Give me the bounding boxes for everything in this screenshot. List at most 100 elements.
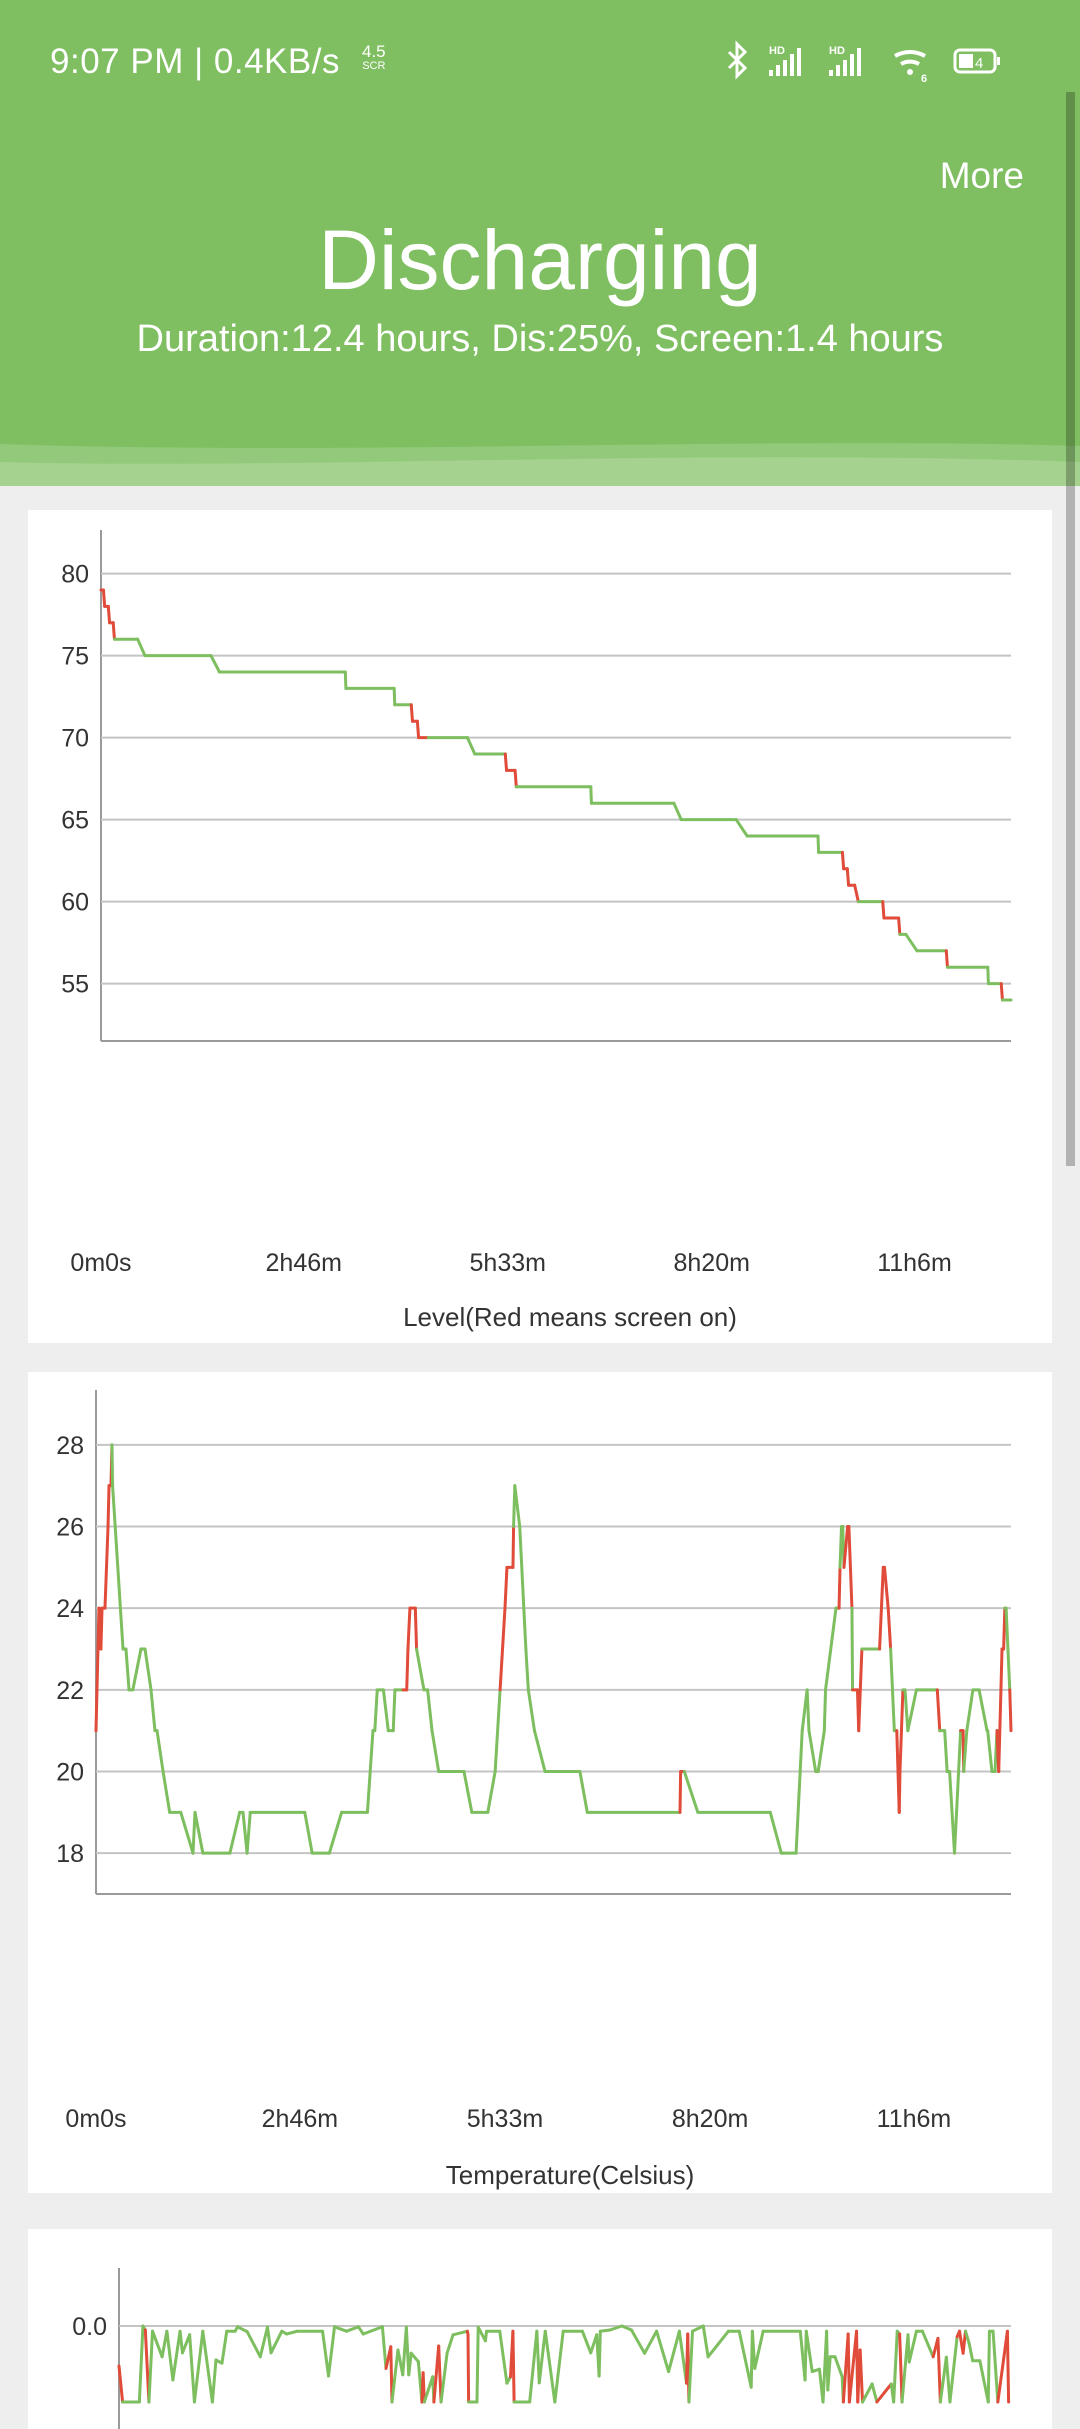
line-segment-screen-off xyxy=(265,2325,273,2355)
x-tick-label: 5h33m xyxy=(470,1249,546,1277)
line-segment-screen-on xyxy=(875,2382,893,2404)
line-segment-screen-off xyxy=(906,1688,918,1733)
line-segment-screen-on xyxy=(103,1525,110,1610)
line-segment-screen-off xyxy=(343,670,348,690)
line-segment-screen-on xyxy=(498,1647,505,1692)
line-segment-screen-off xyxy=(807,1729,818,1773)
line-segment-screen-off xyxy=(598,2328,612,2333)
line-segment-screen-off xyxy=(833,2355,844,2379)
line-segment-screen-off xyxy=(327,1810,344,1855)
line-segment-screen-off xyxy=(131,1647,143,1692)
line-segment-screen-off xyxy=(629,2328,647,2355)
line-segment-screen-off xyxy=(381,1688,390,1733)
line-segment-screen-on xyxy=(501,1606,507,1651)
line-segment-screen-off xyxy=(228,1810,242,1855)
line-segment-screen-on xyxy=(106,604,112,625)
page-title: Discharging xyxy=(318,213,762,307)
line-segment-screen-off xyxy=(161,1770,172,1814)
line-segment-screen-off xyxy=(816,1729,826,1773)
line-segment-screen-on xyxy=(437,2344,443,2404)
line-segment-screen-off xyxy=(426,1688,434,1733)
line-segment-screen-off xyxy=(155,1729,165,1773)
sim2-hd-badge: HD xyxy=(829,45,845,57)
line-segment-screen-on xyxy=(840,850,846,871)
line-segment-screen-off xyxy=(149,1688,157,1733)
line-segment-screen-off xyxy=(892,2329,899,2404)
line-segment-screen-off xyxy=(948,2335,959,2404)
line-segment-screen-off xyxy=(1004,1606,1012,1692)
line-segment-screen-off xyxy=(977,1688,989,1733)
line-segment-screen-on xyxy=(878,1565,885,1651)
line-segment-screen-on xyxy=(897,1770,902,1814)
line-segment-screen-off xyxy=(620,2324,633,2332)
status-time-and-speed: 9:07 PM | 0.4KB/s xyxy=(50,42,340,81)
line-segment-screen-off xyxy=(861,2382,874,2404)
line-segment-screen-off xyxy=(907,2329,918,2364)
line-segment-screen-off xyxy=(964,2329,971,2345)
header-wave-decoration xyxy=(0,443,1080,486)
line-segment-screen-on xyxy=(996,2329,1009,2404)
line-segment-screen-off xyxy=(532,1729,547,1773)
network-speed-value: 4.5 xyxy=(362,42,386,61)
line-segment-screen-off xyxy=(210,2358,218,2404)
line-segment-screen-off xyxy=(245,1810,252,1855)
line-segment-screen-off xyxy=(124,1647,131,1692)
line-segment-screen-off xyxy=(191,1810,197,1855)
x-tick-label: 8h20m xyxy=(674,1249,750,1277)
status-icons: HD HD 6 4 xyxy=(727,40,1000,85)
line-segment-screen-off xyxy=(407,2351,413,2377)
line-segment-screen-off xyxy=(701,2324,710,2359)
y-tick-label: 24 xyxy=(56,1595,84,1623)
line-segment-screen-on xyxy=(413,1606,419,1651)
line-segment-screen-off xyxy=(513,1484,522,1528)
battery-icon: 4 xyxy=(953,48,1000,74)
line-segment-screen-off xyxy=(285,2329,299,2336)
line-segment-screen-off xyxy=(824,1606,838,1692)
network-speed-unit: SCR xyxy=(362,60,386,72)
line-segment-screen-off xyxy=(750,2329,757,2370)
line-segment-screen-off xyxy=(178,2329,184,2355)
line-segment-screen-off xyxy=(655,2329,671,2374)
line-segment-screen-on xyxy=(886,1606,893,1651)
line-segment-screen-off xyxy=(850,1606,855,1692)
line-segment-screen-on xyxy=(678,1770,683,1814)
line-segment-screen-off xyxy=(889,1647,896,1733)
more-button[interactable]: More xyxy=(939,155,1024,196)
y-tick-label: 18 xyxy=(56,1840,84,1868)
line-segment-screen-off xyxy=(209,654,221,674)
signal-icon-sim2: HD xyxy=(829,45,861,76)
scrollbar[interactable] xyxy=(1066,92,1075,1166)
x-tick-label: 11h6m xyxy=(877,1249,952,1277)
line-segment-screen-off xyxy=(687,2329,695,2404)
temperature-chart: 18 20 22 24 26 28 0m0s 2h46m 5h33m 8h20m 11h6m Temp… xyxy=(56,1390,1013,2190)
line-segment-screen-off xyxy=(838,1525,844,1569)
signal-icon-sim1: HD xyxy=(769,45,801,76)
line-segment-screen-on xyxy=(842,1525,850,1569)
line-segment-screen-off xyxy=(967,2341,975,2363)
line-segment-screen-on xyxy=(837,1565,842,1610)
line-segment-screen-off xyxy=(816,834,821,854)
line-segment-screen-off xyxy=(734,818,749,838)
line-segment-screen-off xyxy=(422,2375,435,2404)
line-segment-screen-off xyxy=(518,1525,528,1651)
line-segment-screen-off xyxy=(165,2329,175,2382)
line-segment-screen-on xyxy=(415,719,421,740)
line-segment-screen-on xyxy=(513,768,518,789)
line-segment-screen-off xyxy=(333,2325,348,2333)
line-segment-screen-off xyxy=(147,2329,155,2404)
line-segment-screen-off xyxy=(303,1810,314,1855)
sim1-hd-badge: HD xyxy=(769,45,785,57)
line-segment-screen-off xyxy=(321,2329,331,2378)
line-segment-screen-on xyxy=(847,1525,854,1610)
line-segment-screen-off xyxy=(391,1688,397,1733)
line-segment-screen-on xyxy=(421,2371,426,2404)
line-segment-screen-off xyxy=(245,2330,262,2359)
line-segment-screen-on xyxy=(944,949,949,969)
line-segment-screen-off xyxy=(451,2329,469,2337)
wifi-icon: 6 xyxy=(894,50,927,85)
line-segment-screen-off xyxy=(962,1729,969,1773)
status-bar: 9:07 PM | 0.4KB/s 4.5 SCR HD HD 6 4 xyxy=(0,0,1080,110)
line-segment-screen-on xyxy=(511,1525,516,1569)
line-segment-screen-off xyxy=(986,1729,994,1773)
line-segment-screen-off xyxy=(870,2382,879,2404)
